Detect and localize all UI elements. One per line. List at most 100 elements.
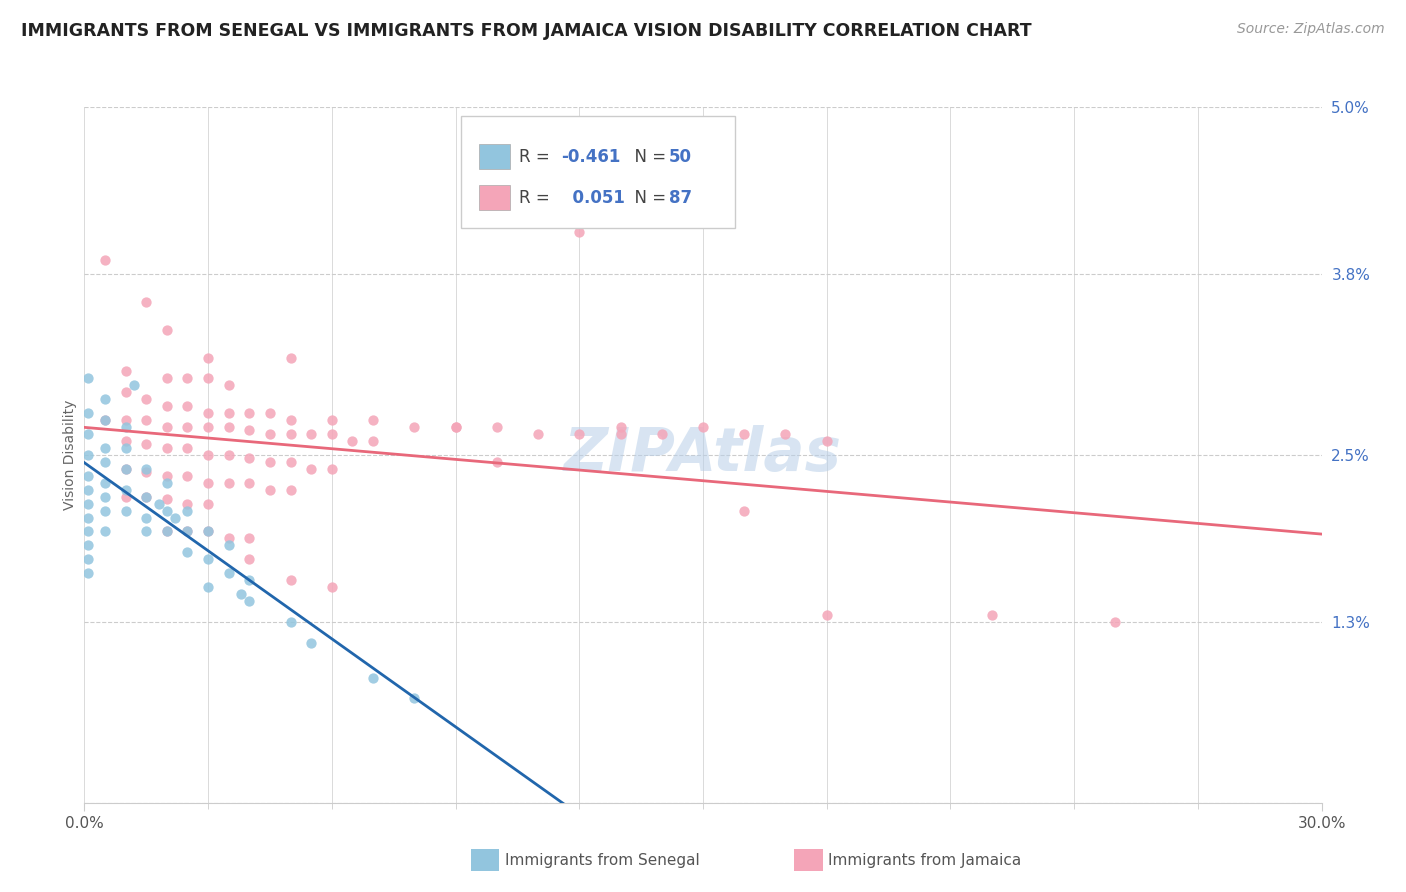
Point xyxy=(135,392,157,407)
Point xyxy=(77,468,100,483)
Text: R =: R = xyxy=(519,189,554,207)
Point xyxy=(114,483,136,497)
Point xyxy=(94,392,117,407)
Point xyxy=(361,413,384,427)
Point xyxy=(238,423,260,437)
Point xyxy=(218,378,240,392)
Point xyxy=(114,364,136,378)
Point xyxy=(218,532,240,546)
Point xyxy=(135,462,157,476)
Point xyxy=(176,497,198,511)
Point xyxy=(280,573,302,587)
Point xyxy=(135,510,157,524)
Point xyxy=(94,413,117,427)
Point xyxy=(122,378,145,392)
Point xyxy=(299,462,322,476)
Point xyxy=(280,483,302,497)
Point xyxy=(568,427,591,442)
Point xyxy=(77,448,100,462)
Point xyxy=(238,450,260,465)
Point xyxy=(238,475,260,490)
Point xyxy=(444,420,467,434)
Point xyxy=(156,524,179,539)
Point xyxy=(197,497,219,511)
Point xyxy=(733,427,755,442)
Point xyxy=(156,323,179,337)
Point xyxy=(527,427,550,442)
Point xyxy=(176,524,198,539)
Point xyxy=(404,420,426,434)
Point xyxy=(404,691,426,706)
Point xyxy=(94,475,117,490)
Text: -0.461: -0.461 xyxy=(561,148,620,166)
Point xyxy=(238,552,260,566)
Point xyxy=(77,524,100,539)
Point xyxy=(176,441,198,455)
Text: R =: R = xyxy=(519,148,554,166)
Point xyxy=(218,538,240,552)
Point xyxy=(280,351,302,365)
Point xyxy=(218,566,240,581)
Point xyxy=(156,503,179,517)
Point xyxy=(114,434,136,448)
Point xyxy=(156,420,179,434)
Point xyxy=(77,406,100,420)
Point xyxy=(259,427,281,442)
Text: N =: N = xyxy=(624,189,671,207)
Point xyxy=(197,524,219,539)
Point xyxy=(77,483,100,497)
Point xyxy=(299,636,322,650)
Point xyxy=(77,566,100,581)
Point xyxy=(1104,615,1126,629)
Point xyxy=(980,607,1002,622)
Point xyxy=(114,413,136,427)
Point xyxy=(197,351,219,365)
Point xyxy=(114,385,136,400)
Point xyxy=(135,490,157,504)
Point xyxy=(156,371,179,385)
Point xyxy=(176,399,198,413)
Point xyxy=(197,406,219,420)
Point xyxy=(280,455,302,469)
Point xyxy=(135,490,157,504)
Point xyxy=(94,413,117,427)
Point xyxy=(156,468,179,483)
Text: Source: ZipAtlas.com: Source: ZipAtlas.com xyxy=(1237,22,1385,37)
Text: 87: 87 xyxy=(669,189,692,207)
Point xyxy=(94,490,117,504)
Point xyxy=(238,594,260,608)
Point xyxy=(94,524,117,539)
Point xyxy=(775,427,797,442)
Point xyxy=(156,441,179,455)
Point xyxy=(280,615,302,629)
Point xyxy=(321,413,343,427)
Point xyxy=(94,253,117,268)
Point xyxy=(94,503,117,517)
Point xyxy=(197,420,219,434)
Point xyxy=(692,420,714,434)
Point xyxy=(114,503,136,517)
Point xyxy=(114,441,136,455)
Point xyxy=(568,225,591,239)
Point xyxy=(299,427,322,442)
Point xyxy=(77,371,100,385)
Text: N =: N = xyxy=(624,148,671,166)
Point xyxy=(609,420,631,434)
Point xyxy=(77,552,100,566)
Point xyxy=(135,524,157,539)
Point xyxy=(259,455,281,469)
Point xyxy=(280,413,302,427)
Point xyxy=(361,671,384,685)
Point xyxy=(114,420,136,434)
Point xyxy=(176,420,198,434)
Point xyxy=(176,371,198,385)
Point xyxy=(197,580,219,594)
Point xyxy=(259,483,281,497)
Text: Immigrants from Senegal: Immigrants from Senegal xyxy=(505,854,700,868)
Point xyxy=(815,607,838,622)
Point xyxy=(238,573,260,587)
Point xyxy=(94,441,117,455)
Point xyxy=(94,455,117,469)
Point xyxy=(229,587,252,601)
Point xyxy=(197,552,219,566)
